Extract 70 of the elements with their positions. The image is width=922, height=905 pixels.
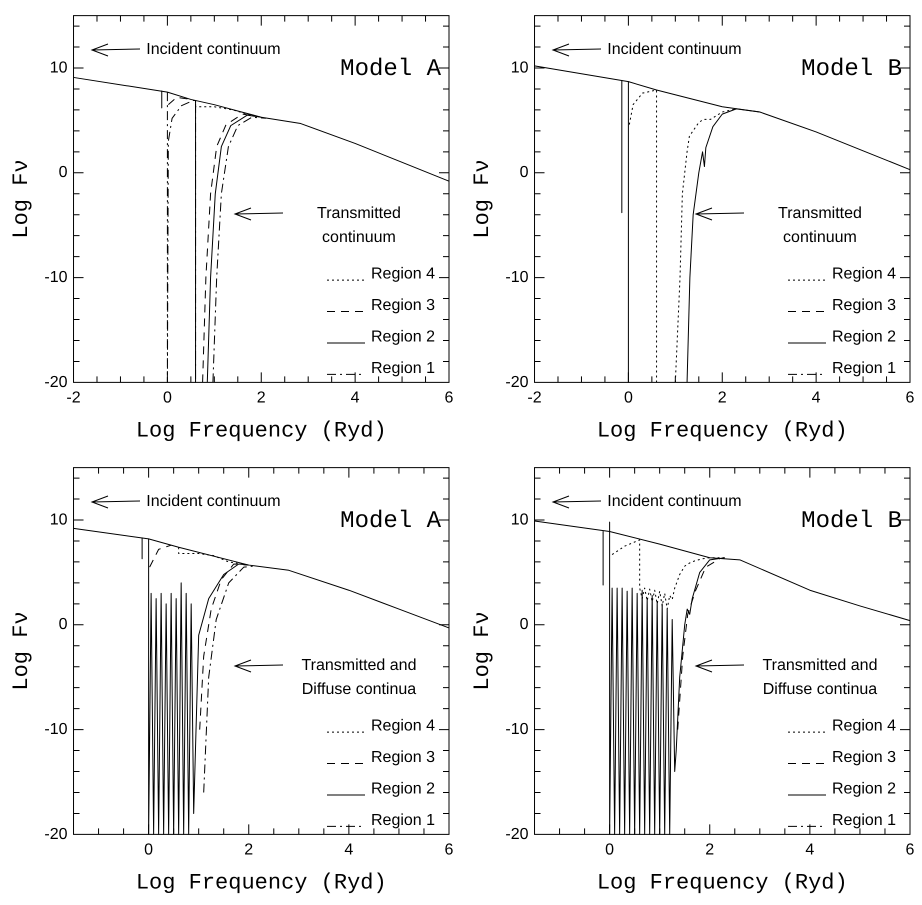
annotation: Model A — [340, 56, 441, 83]
y-tick-label: -20 — [505, 826, 529, 843]
y-tick-label: 0 — [520, 164, 529, 182]
x-axis-title: Log Frequency (Ryd) — [136, 870, 387, 896]
annotation: Model B — [801, 56, 902, 83]
annotation: Transmitted continuum — [316, 204, 402, 248]
x-tick-label: 2 — [718, 389, 727, 406]
legend-label: Region 1 — [832, 812, 896, 829]
y-tick-label: -20 — [44, 374, 68, 391]
legend-label: Region 3 — [832, 748, 896, 766]
legend-label: Region 3 — [371, 296, 436, 314]
legend-label: Region 3 — [832, 296, 896, 314]
x-tick-label: 0 — [624, 389, 633, 406]
x-tick-label: 4 — [812, 389, 821, 406]
y-tick-label: 0 — [520, 616, 529, 634]
legend-label: Region 4 — [371, 717, 436, 734]
y-tick-label: 10 — [510, 59, 529, 76]
annotation: Transmitted and Diffuse continua — [300, 656, 418, 700]
y-axis-title: Log Fν — [9, 159, 34, 239]
annotation: Incident continuum — [146, 492, 281, 512]
annotation: Model A — [340, 508, 441, 535]
y-tick-label: -10 — [44, 269, 68, 286]
annotation: Incident continuum — [607, 40, 742, 60]
y-axis-title: Log Fν — [9, 611, 34, 691]
x-tick-label: 2 — [256, 389, 266, 406]
legend-label: Region 3 — [371, 748, 436, 766]
x-tick-label: 2 — [244, 841, 254, 858]
y-axis-title: Log Fν — [470, 611, 496, 691]
x-tick-label: 0 — [144, 841, 154, 858]
y-tick-label: -20 — [505, 374, 529, 391]
annotation: Incident continuum — [146, 40, 281, 60]
legend-label: Region 1 — [371, 360, 436, 377]
y-tick-label: 10 — [510, 511, 529, 528]
x-tick-label: 6 — [906, 389, 915, 406]
y-tick-label: -20 — [44, 826, 68, 843]
annotation: Transmitted and Diffuse continua — [761, 656, 878, 700]
legend-label: Region 2 — [832, 780, 896, 798]
x-tick-label: -2 — [527, 389, 542, 406]
legend-label: Region 4 — [371, 265, 436, 282]
annotation: Transmitted continuum — [777, 204, 863, 248]
y-axis-title: Log Fν — [470, 159, 496, 239]
x-axis-title: Log Frequency (Ryd) — [596, 870, 848, 896]
x-tick-label: 0 — [605, 841, 614, 858]
legend-label: Region 2 — [371, 328, 436, 346]
x-tick-label: 4 — [344, 841, 354, 858]
x-axis-title: Log Frequency (Ryd) — [136, 418, 387, 444]
x-tick-label: 2 — [705, 841, 714, 858]
legend-label: Region 1 — [371, 812, 436, 829]
legend-label: Region 4 — [832, 265, 896, 282]
x-tick-label: 6 — [906, 841, 915, 858]
x-tick-label: 6 — [444, 389, 454, 406]
y-tick-label: 0 — [58, 164, 68, 182]
x-tick-label: 0 — [162, 389, 172, 406]
x-tick-label: -2 — [66, 389, 81, 406]
annotation: Incident continuum — [607, 492, 742, 512]
legend-label: Region 1 — [832, 360, 896, 377]
x-axis-title: Log Frequency (Ryd) — [596, 418, 848, 444]
legend-label: Region 2 — [371, 780, 436, 798]
x-tick-label: 4 — [805, 841, 814, 858]
legend-label: Region 4 — [832, 717, 896, 734]
y-tick-label: -10 — [44, 721, 68, 738]
y-tick-label: 10 — [50, 59, 68, 76]
x-tick-label: 4 — [350, 389, 360, 406]
legend-label: Region 2 — [832, 328, 896, 346]
y-tick-label: 0 — [58, 616, 68, 634]
annotation: Model B — [801, 508, 902, 535]
y-tick-label: -10 — [505, 269, 529, 286]
y-tick-label: 10 — [50, 511, 68, 528]
y-tick-label: -10 — [505, 721, 529, 738]
x-tick-label: 6 — [444, 841, 454, 858]
